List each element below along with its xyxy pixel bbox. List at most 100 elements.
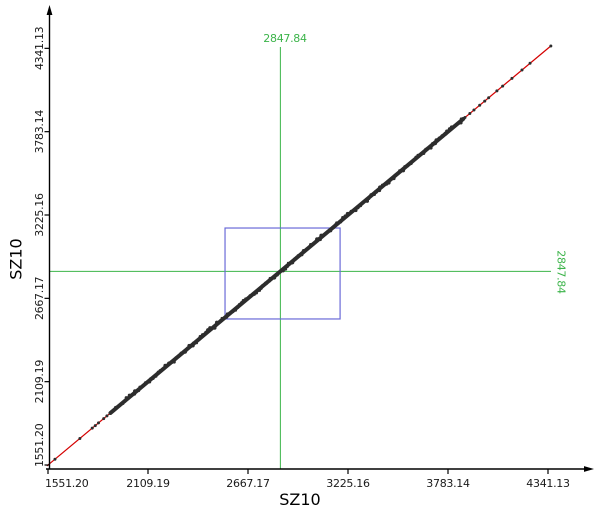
scatter-point xyxy=(179,351,183,355)
scatter-point xyxy=(272,275,277,280)
scatter-point xyxy=(293,257,297,261)
scatter-point xyxy=(463,116,467,120)
scatter-point xyxy=(549,44,553,48)
scatter-point xyxy=(148,377,152,381)
scatter-point xyxy=(520,68,524,72)
x-axis-title: SZ10 xyxy=(279,490,321,509)
scatter-point xyxy=(386,180,391,185)
scatter-point xyxy=(290,260,295,265)
scatter-point xyxy=(433,141,438,146)
scatter-point xyxy=(147,380,152,384)
scatter-point xyxy=(426,146,429,150)
scatter-point xyxy=(275,272,279,277)
y-axis-arrow-icon xyxy=(46,5,53,15)
crosshair-y-value-label: 2847.84 xyxy=(554,250,568,294)
x-tick-label: 1551.20 xyxy=(45,477,89,490)
scatter-point xyxy=(138,385,141,388)
scatter-point xyxy=(318,238,322,242)
scatter-point xyxy=(200,333,205,337)
scatter-point xyxy=(440,134,445,139)
scatter-point xyxy=(305,247,309,251)
scatter-point xyxy=(114,405,118,410)
scatter-point xyxy=(296,254,300,258)
scatter-point xyxy=(141,384,145,388)
scatter-point xyxy=(478,103,482,107)
scatter-point xyxy=(102,417,106,421)
scatter-point xyxy=(163,363,168,368)
scatter-point xyxy=(353,208,358,213)
y-axis-title: SZ10 xyxy=(6,238,26,280)
scatter-point xyxy=(331,225,336,230)
scatter-point xyxy=(495,89,499,93)
scatter-point xyxy=(197,338,201,342)
scatter-point xyxy=(358,203,363,208)
scatter-point xyxy=(156,370,161,375)
scatter-point xyxy=(132,392,137,396)
scatter-point xyxy=(434,138,439,142)
scatter-point xyxy=(108,411,112,415)
scatter-point xyxy=(158,369,161,372)
scatter-point xyxy=(278,270,282,274)
scatter-point xyxy=(445,129,449,133)
scatter-point xyxy=(105,414,109,418)
x-tick-label: 4341.13 xyxy=(526,477,570,490)
scatter-point xyxy=(268,276,272,281)
scatter-point xyxy=(231,310,235,314)
scatter-point xyxy=(501,84,505,88)
scatter-point xyxy=(412,158,415,161)
scatter-point xyxy=(453,124,457,128)
scatter-point xyxy=(366,196,371,201)
scatter-point xyxy=(174,356,178,360)
scatter-point xyxy=(241,298,246,303)
scatter-point xyxy=(169,360,174,365)
scatter-point xyxy=(325,231,329,235)
scatter-point xyxy=(487,96,491,100)
scatter-point xyxy=(393,173,398,178)
x-axis-arrow-icon xyxy=(584,466,594,472)
scatter-point xyxy=(182,349,188,354)
scatter-point xyxy=(137,389,141,393)
scatter-point xyxy=(349,209,353,213)
scatter-point xyxy=(225,312,230,316)
scatter-point xyxy=(155,375,158,378)
scatter-point xyxy=(195,341,199,345)
scatter-point xyxy=(90,426,94,430)
scatter-point xyxy=(161,367,165,371)
scatter-point xyxy=(401,168,406,173)
y-tick-label: 2667.17 xyxy=(33,276,46,320)
scatter-point xyxy=(186,346,190,350)
scatter-point xyxy=(372,193,376,197)
scatter-point xyxy=(424,147,427,151)
scatter-point xyxy=(235,305,240,310)
y-tick-label: 1551.20 xyxy=(33,423,46,467)
scatter-point xyxy=(322,233,325,237)
scatter-point xyxy=(244,297,247,301)
scatter-point xyxy=(301,248,306,253)
scatter-point xyxy=(472,108,476,112)
scatter-point xyxy=(397,171,400,175)
scatter-point xyxy=(283,267,288,271)
scatter-point xyxy=(398,169,401,172)
scatter-point xyxy=(208,326,212,330)
scatter-point xyxy=(378,185,383,190)
y-tick-label: 3225.16 xyxy=(33,193,46,237)
scatter-point xyxy=(408,161,413,166)
scatter-point xyxy=(53,457,57,461)
scatter-point xyxy=(416,153,420,158)
scatter-point xyxy=(130,393,133,396)
scatter-point xyxy=(311,242,316,246)
scatter-point xyxy=(341,216,345,219)
y-tick-label: 2109.19 xyxy=(33,360,46,404)
scatter-point xyxy=(112,409,116,412)
scatter-point xyxy=(333,223,337,226)
scatter-point xyxy=(143,381,147,385)
x-tick-label: 3225.16 xyxy=(326,477,370,490)
scatter-point xyxy=(127,393,132,397)
scatter-point xyxy=(214,320,219,325)
scatter-point xyxy=(459,117,463,121)
scatter-point xyxy=(187,343,191,348)
x-tick-label: 2109.19 xyxy=(126,477,170,490)
scatter-point xyxy=(392,176,396,181)
